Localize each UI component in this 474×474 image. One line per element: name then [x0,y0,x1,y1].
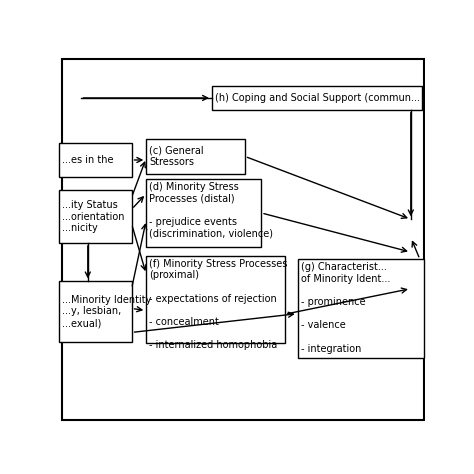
FancyBboxPatch shape [146,139,245,173]
FancyBboxPatch shape [59,282,132,342]
Text: (g) Characterist...
of Minority Ident...

- prominence

- valence

- integration: (g) Characterist... of Minority Ident...… [301,263,390,354]
Text: (c) General
Stressors: (c) General Stressors [149,146,204,167]
FancyBboxPatch shape [146,256,285,343]
FancyBboxPatch shape [146,179,261,246]
Text: (d) Minority Stress
Processes (distal)

- prejudice events
(discrimination, viol: (d) Minority Stress Processes (distal) -… [149,182,273,238]
Text: (f) Minority Stress Processes
(proximal)

- expectations of rejection

- conceal: (f) Minority Stress Processes (proximal)… [149,259,288,350]
FancyBboxPatch shape [212,86,422,110]
Text: ...ity Status
...orientation
...nicity: ...ity Status ...orientation ...nicity [62,200,124,233]
Text: ...es in the: ...es in the [62,155,113,165]
FancyBboxPatch shape [59,143,132,177]
FancyBboxPatch shape [62,59,424,420]
FancyBboxPatch shape [298,259,424,358]
Text: ...Minority Identity
...y, lesbian,
...exual): ...Minority Identity ...y, lesbian, ...e… [62,295,151,328]
Text: (h) Coping and Social Support (commun...: (h) Coping and Social Support (commun... [215,93,420,103]
FancyBboxPatch shape [59,190,132,243]
